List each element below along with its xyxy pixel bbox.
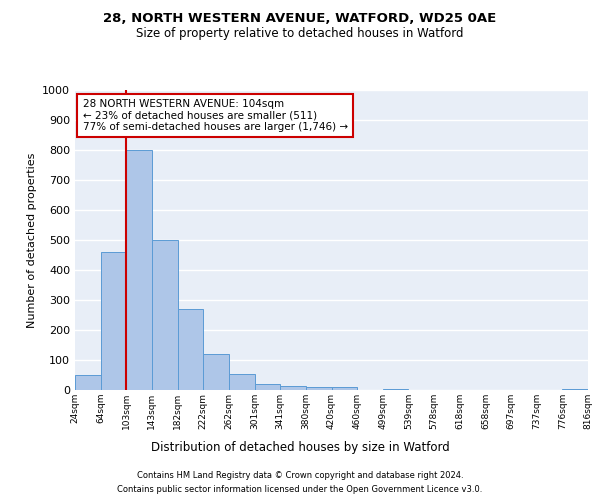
Bar [152,240,178,390]
Bar [383,388,409,390]
Bar [280,386,306,390]
Text: Distribution of detached houses by size in Watford: Distribution of detached houses by size … [151,441,449,454]
Y-axis label: Number of detached properties: Number of detached properties [26,152,37,328]
Bar [229,374,254,390]
Bar [562,388,588,390]
Bar [127,150,152,390]
Bar [203,354,229,390]
Bar [331,387,357,390]
Bar [178,309,203,390]
Bar [254,384,280,390]
Text: Size of property relative to detached houses in Watford: Size of property relative to detached ho… [136,28,464,40]
Text: 28 NORTH WESTERN AVENUE: 104sqm
← 23% of detached houses are smaller (511)
77% o: 28 NORTH WESTERN AVENUE: 104sqm ← 23% of… [83,99,348,132]
Bar [75,375,101,390]
Bar [101,252,127,390]
Text: Contains public sector information licensed under the Open Government Licence v3: Contains public sector information licen… [118,484,482,494]
Bar [306,387,331,390]
Text: 28, NORTH WESTERN AVENUE, WATFORD, WD25 0AE: 28, NORTH WESTERN AVENUE, WATFORD, WD25 … [103,12,497,26]
Text: Contains HM Land Registry data © Crown copyright and database right 2024.: Contains HM Land Registry data © Crown c… [137,472,463,480]
